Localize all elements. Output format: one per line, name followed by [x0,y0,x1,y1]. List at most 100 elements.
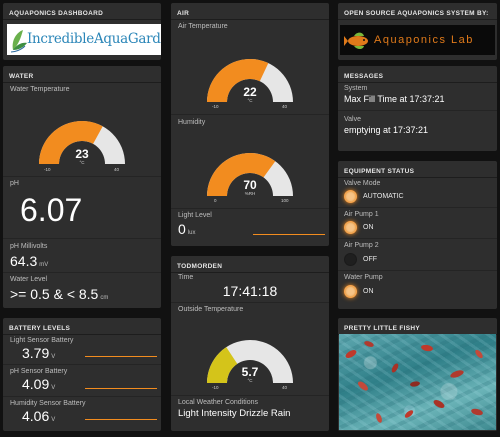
equipment-card: EQUIPMENT STATUS Valve Mode AUTOMATIC Ai… [338,161,497,309]
ph-divider [3,176,161,177]
humidity-max: 100 [281,198,289,203]
water-temperature-value: 23 [75,147,89,161]
time-label: Time [178,274,194,281]
humidity-unit: %RH [244,191,256,196]
incredible-aqua-garden-logo: IncredibleAquaGarden [7,24,161,55]
air-pump-2-label: Air Pump 2 [344,242,379,249]
light-sensor-battery-label: Light Sensor Battery [10,337,74,344]
battery-divider-1 [3,364,161,365]
light-divider [171,208,329,209]
humidity-min: 0 [214,198,217,203]
time-value: 17:41:18 [222,283,278,299]
humidity-label: Humidity [178,119,206,126]
light-level-sparkline [253,234,325,235]
water-temperature-unit: °C [79,160,85,165]
humidity-sensor-battery-unit: V [51,417,56,423]
sponsor-card: OPEN SOURCE AQUAPONICS SYSTEM BY: Aquapo… [338,3,497,60]
water-pump-indicator-icon [344,285,357,298]
humidity-value: 70 [243,178,257,192]
humidity-gauge-fill [207,153,276,196]
water-temperature-gauge-fill [39,120,103,164]
messages-title: MESSAGES [338,66,497,83]
messages-card: MESSAGES System Max Fill Time at 17:37:2… [338,66,497,151]
outside-temperature-min: -10 [212,385,219,390]
water-pump-status: ON [363,288,374,295]
outside-temperature-label: Outside Temperature [178,306,244,313]
humidity-divider [171,114,329,115]
light-level-value-row: 0 lux [178,221,195,237]
water-pump-label: Water Pump [344,274,383,281]
light-sensor-battery-value: 3.79 [22,345,50,361]
air-title: AIR [171,3,329,20]
ph-millivolts-unit: mV [39,262,49,268]
battery-divider-2 [3,396,161,397]
air-temperature-label: Air Temperature [178,23,228,30]
aquaponics-lab-logo: Aquaponics Lab [340,25,495,55]
weather-divider [171,395,329,396]
outside-temperature-unit: °C [247,378,253,383]
water-temperature-min: -10 [44,167,51,172]
ph-sensor-battery-value: 4.09 [22,376,50,392]
valve-mode-status: AUTOMATIC [363,193,404,200]
air-pump-1-label: Air Pump 1 [344,211,379,218]
water-level-label: Water Level [10,276,48,283]
air-temperature-gauge-fill [207,58,269,102]
fish-tank-image [339,334,496,430]
ph-sensor-battery-sparkline [85,388,157,389]
humidity-sensor-battery-value: 4.06 [22,408,50,424]
air-temperature-min: -10 [212,104,219,109]
humidity-gauge [207,153,293,196]
air-temperature-max: 40 [282,104,288,109]
water-level-unit: cm [100,295,109,301]
air-pump-2-indicator-icon [344,253,357,266]
light-level-unit: lux [187,230,196,236]
valve-mode-indicator-icon [344,190,357,203]
leaf-icon [10,30,27,53]
dashboard-title: AQUAPONICS DASHBOARD [3,3,161,20]
air-temperature-value: 22 [243,85,257,99]
dashboard-card: AQUAPONICS DASHBOARD IncredibleAquaGarde… [3,3,161,60]
todmorden-title: TODMORDEN [171,256,329,273]
water-card: WATER Water Temperature 23 °C -10 40 pH … [3,66,161,308]
ph-millivolts-value: 64.3 [10,253,38,269]
equipment-divider-2 [338,238,497,239]
outside-temperature-gauge-fill [207,347,238,383]
ph-value: 6.07 [20,192,83,228]
incredible-aqua-garden-logo-text: IncredibleAquaGarden [27,31,161,47]
system-message-label: System [344,85,368,92]
humidity-sensor-battery-label: Humidity Sensor Battery [10,400,86,407]
humidity-sensor-battery-sparkline [85,419,157,420]
valve-message-value: emptying at 17:37:21 [344,125,429,135]
equipment-title: EQUIPMENT STATUS [338,161,497,178]
ph-millivolts-label: pH Millivolts [10,243,48,250]
battery-card: BATTERY LEVELS Light Sensor Battery 3.79… [3,318,161,431]
outside-temperature-value: 5.7 [241,365,259,379]
outside-temperature-max: 40 [282,385,288,390]
millivolts-divider [3,238,161,239]
air-pump-1-indicator-icon [344,221,357,234]
ph-sensor-battery-label: pH Sensor Battery [10,368,68,375]
local-weather-label: Local Weather Conditions [178,399,259,406]
todmorden-card: TODMORDEN Time 17:41:18 Outside Temperat… [171,256,329,431]
system-message-value: Max Fill Time at 17:37:21 [344,94,445,104]
water-level-divider [3,272,161,273]
water-temperature-gauge [39,120,125,164]
outside-temperature-gauge [207,340,293,383]
valve-mode-label: Valve Mode [344,180,381,187]
water-title: WATER [3,66,161,83]
light-level-value: 0 [178,221,186,237]
aquaponics-lab-logo-text: Aquaponics Lab [374,34,474,46]
light-sensor-battery-unit: V [51,354,56,360]
fish-icon [344,32,368,49]
light-sensor-battery-sparkline [85,356,157,357]
fishy-title: PRETTY LITTLE FISHY [338,318,497,335]
local-weather-value: Light Intensity Drizzle Rain [178,408,291,419]
sponsor-title: OPEN SOURCE AQUAPONICS SYSTEM BY: [338,3,497,20]
battery-title: BATTERY LEVELS [3,318,161,335]
air-pump-1-status: ON [363,224,374,231]
valve-message-label: Valve [344,116,361,123]
water-temperature-label: Water Temperature [10,86,70,93]
air-temperature-unit: °C [247,98,253,103]
air-pump-2-status: OFF [363,256,377,263]
equipment-divider-3 [338,270,497,271]
